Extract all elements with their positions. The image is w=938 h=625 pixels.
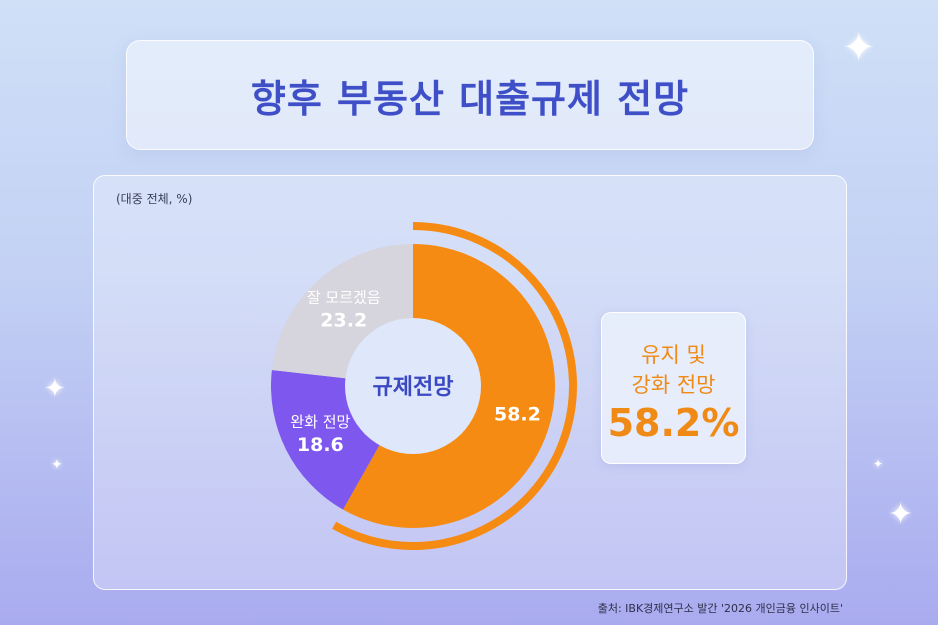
unit-label: (대중 전체, %)	[116, 192, 193, 206]
slice-category-label: 완화 전망	[290, 413, 350, 431]
callout-value: 58.2%	[607, 401, 740, 445]
pie-slice	[343, 244, 555, 528]
title-box: 향후 부동산 대출규제 전망	[126, 40, 814, 150]
center-hole	[345, 318, 481, 454]
callout-box: 유지 및 강화 전망 58.2%	[601, 312, 746, 464]
slice-value-label: 58.2	[494, 404, 541, 426]
page-title: 향후 부동산 대출규제 전망	[250, 76, 690, 121]
sparkle-icon: ✦	[888, 497, 914, 532]
highlight-arc	[332, 222, 577, 550]
slice-category-label: 잘 모르겠음	[307, 288, 381, 306]
pie-slice	[271, 369, 381, 510]
sparkle-icon: ✦	[44, 374, 66, 404]
sparkle-icon: ✦	[51, 457, 63, 473]
slice-value-label: 23.2	[320, 309, 367, 331]
source-note: 출처: IBK경제연구소 발간 '2026 개인금융 인사이트'	[597, 602, 843, 615]
sparkle-icon: ✦	[842, 25, 876, 71]
pie-slice	[271, 244, 413, 379]
slice-value-label: 18.6	[297, 434, 344, 456]
callout-line1: 유지 및	[641, 343, 706, 367]
center-label: 규제전망	[373, 375, 454, 400]
callout-line2: 강화 전망	[631, 373, 716, 397]
sparkle-icon: ✦	[873, 457, 884, 471]
